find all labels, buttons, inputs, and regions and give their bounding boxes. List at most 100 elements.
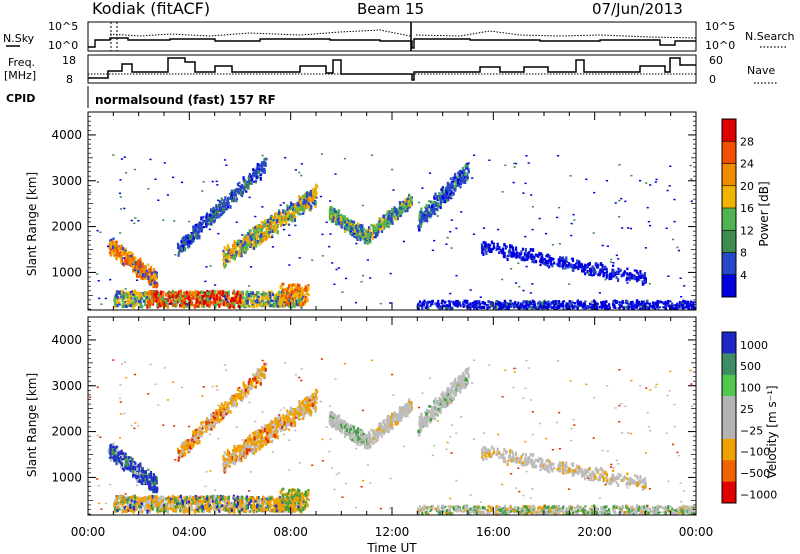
power-cell bbox=[241, 243, 244, 248]
power-cell bbox=[202, 294, 205, 298]
power-cell bbox=[235, 292, 238, 298]
power-cell bbox=[331, 210, 335, 215]
colorbar-segment bbox=[722, 208, 736, 231]
beam-title: Beam 15 bbox=[357, 0, 424, 18]
power-cell bbox=[636, 276, 639, 281]
power-cell bbox=[350, 220, 353, 225]
power-cell bbox=[689, 303, 692, 307]
power-cell bbox=[615, 301, 618, 304]
power-cell bbox=[230, 299, 233, 303]
power-cell bbox=[444, 300, 447, 303]
power-cell bbox=[358, 232, 361, 236]
power-cell bbox=[265, 232, 268, 236]
power-cell bbox=[223, 295, 226, 297]
power-cell bbox=[285, 298, 288, 301]
power-cell bbox=[249, 233, 252, 237]
power-cell bbox=[340, 224, 343, 229]
power-cell bbox=[605, 272, 608, 275]
power-cell bbox=[337, 209, 341, 213]
power-cell bbox=[193, 291, 196, 297]
power-cell bbox=[427, 307, 430, 311]
power-cell bbox=[177, 292, 180, 296]
power-cell bbox=[228, 192, 232, 195]
power-cell bbox=[291, 297, 295, 302]
power-cell bbox=[259, 237, 262, 242]
power-cell bbox=[522, 289, 525, 292]
power-cell bbox=[502, 254, 505, 259]
power-cell bbox=[561, 304, 564, 308]
power-cell bbox=[374, 229, 377, 233]
power-cell bbox=[299, 207, 303, 212]
power-cell bbox=[578, 303, 582, 307]
power-cell bbox=[291, 212, 294, 217]
power-cell bbox=[401, 202, 404, 206]
power-cell bbox=[610, 276, 613, 280]
power-cell bbox=[168, 303, 171, 305]
power-cell bbox=[255, 175, 258, 180]
power-cell bbox=[232, 304, 235, 308]
power-cell bbox=[157, 292, 160, 298]
colorbar-tick-label: 12 bbox=[740, 224, 754, 237]
power-cell bbox=[368, 240, 371, 244]
power-cell bbox=[221, 206, 224, 209]
power-cell bbox=[638, 307, 641, 311]
power-cell bbox=[629, 272, 632, 276]
power-cell bbox=[643, 303, 646, 306]
power-cell bbox=[163, 162, 166, 164]
power-cell bbox=[345, 218, 348, 222]
power-cell bbox=[454, 185, 457, 190]
power-cell bbox=[223, 159, 227, 161]
power-cell bbox=[678, 306, 681, 309]
power-cell bbox=[191, 231, 194, 236]
power-cell bbox=[469, 289, 472, 291]
power-cell bbox=[604, 307, 607, 311]
power-cell bbox=[637, 301, 640, 305]
velocity-cell bbox=[200, 508, 203, 513]
colorbar-tick-label: 24 bbox=[740, 158, 754, 171]
power-cell bbox=[171, 289, 174, 295]
power-cell bbox=[618, 301, 621, 303]
power-cell bbox=[215, 300, 218, 304]
power-cell bbox=[260, 302, 263, 307]
power-cell bbox=[276, 302, 279, 307]
power-cell bbox=[213, 208, 216, 213]
power-cell bbox=[218, 200, 222, 203]
power-cell bbox=[457, 178, 460, 180]
power-cell bbox=[233, 243, 236, 248]
power-cell bbox=[293, 298, 296, 301]
power-cell bbox=[303, 210, 306, 213]
power-cell bbox=[479, 296, 482, 298]
power-cell bbox=[260, 240, 263, 244]
power-cell bbox=[196, 223, 199, 227]
power-cell bbox=[627, 227, 630, 229]
power-cell bbox=[473, 306, 476, 310]
power-cell bbox=[454, 182, 458, 186]
power-cell bbox=[456, 304, 459, 308]
power-cell bbox=[121, 304, 124, 309]
power-cell bbox=[321, 255, 324, 257]
power-cell bbox=[417, 225, 420, 228]
power-cell bbox=[174, 292, 177, 297]
power-cell bbox=[132, 261, 135, 265]
power-cell bbox=[359, 225, 362, 229]
power-cell bbox=[405, 203, 408, 208]
power-cell bbox=[682, 299, 685, 303]
power-cell bbox=[547, 259, 550, 265]
power-cell bbox=[521, 247, 525, 251]
power-cell bbox=[626, 272, 629, 276]
power-cell bbox=[445, 307, 448, 310]
power-cell bbox=[226, 255, 229, 259]
velocity-cell bbox=[253, 504, 256, 509]
power-cell bbox=[524, 248, 527, 253]
power-cell bbox=[512, 181, 515, 184]
colorbar-tick-label: 4 bbox=[740, 269, 747, 282]
power-cell bbox=[547, 300, 550, 304]
power-cell bbox=[194, 289, 197, 295]
power-cell bbox=[219, 289, 222, 295]
power-cell bbox=[261, 238, 264, 242]
power-cell bbox=[600, 304, 603, 308]
power-cell bbox=[656, 302, 659, 305]
power-cell bbox=[483, 301, 486, 305]
power-cell bbox=[366, 241, 369, 245]
